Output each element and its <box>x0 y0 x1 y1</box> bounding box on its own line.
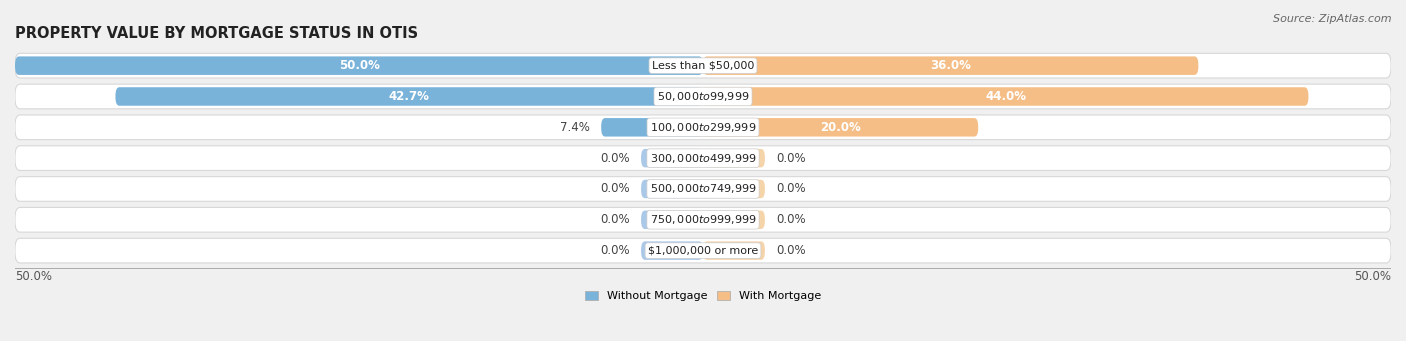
Text: 0.0%: 0.0% <box>776 182 806 195</box>
Text: Source: ZipAtlas.com: Source: ZipAtlas.com <box>1274 14 1392 24</box>
FancyBboxPatch shape <box>602 118 703 136</box>
Text: 7.4%: 7.4% <box>561 121 591 134</box>
Text: PROPERTY VALUE BY MORTGAGE STATUS IN OTIS: PROPERTY VALUE BY MORTGAGE STATUS IN OTI… <box>15 26 418 41</box>
Text: $750,000 to $999,999: $750,000 to $999,999 <box>650 213 756 226</box>
FancyBboxPatch shape <box>703 118 979 136</box>
Text: $1,000,000 or more: $1,000,000 or more <box>648 246 758 256</box>
FancyBboxPatch shape <box>641 149 703 167</box>
Text: 0.0%: 0.0% <box>600 213 630 226</box>
Text: 42.7%: 42.7% <box>389 90 430 103</box>
FancyBboxPatch shape <box>703 210 765 229</box>
FancyBboxPatch shape <box>15 53 1391 78</box>
Text: 0.0%: 0.0% <box>600 182 630 195</box>
Text: Less than $50,000: Less than $50,000 <box>652 61 754 71</box>
Text: 0.0%: 0.0% <box>776 152 806 165</box>
FancyBboxPatch shape <box>641 210 703 229</box>
FancyBboxPatch shape <box>15 177 1391 201</box>
Text: 50.0%: 50.0% <box>1354 270 1391 283</box>
FancyBboxPatch shape <box>15 115 1391 140</box>
FancyBboxPatch shape <box>641 241 703 260</box>
Text: 0.0%: 0.0% <box>776 213 806 226</box>
FancyBboxPatch shape <box>115 87 703 106</box>
FancyBboxPatch shape <box>15 56 703 75</box>
FancyBboxPatch shape <box>641 180 703 198</box>
FancyBboxPatch shape <box>15 146 1391 170</box>
FancyBboxPatch shape <box>703 56 1198 75</box>
FancyBboxPatch shape <box>15 238 1391 263</box>
FancyBboxPatch shape <box>15 207 1391 232</box>
Text: 0.0%: 0.0% <box>600 152 630 165</box>
Legend: Without Mortgage, With Mortgage: Without Mortgage, With Mortgage <box>581 286 825 306</box>
FancyBboxPatch shape <box>703 87 1309 106</box>
Text: 44.0%: 44.0% <box>986 90 1026 103</box>
FancyBboxPatch shape <box>703 180 765 198</box>
Text: $500,000 to $749,999: $500,000 to $749,999 <box>650 182 756 195</box>
Text: $300,000 to $499,999: $300,000 to $499,999 <box>650 152 756 165</box>
Text: 0.0%: 0.0% <box>600 244 630 257</box>
Text: $100,000 to $299,999: $100,000 to $299,999 <box>650 121 756 134</box>
FancyBboxPatch shape <box>703 149 765 167</box>
Text: 0.0%: 0.0% <box>776 244 806 257</box>
FancyBboxPatch shape <box>703 241 765 260</box>
Text: 36.0%: 36.0% <box>931 59 972 72</box>
Text: 50.0%: 50.0% <box>15 270 52 283</box>
Text: 20.0%: 20.0% <box>820 121 860 134</box>
FancyBboxPatch shape <box>15 84 1391 109</box>
Text: $50,000 to $99,999: $50,000 to $99,999 <box>657 90 749 103</box>
Text: 50.0%: 50.0% <box>339 59 380 72</box>
